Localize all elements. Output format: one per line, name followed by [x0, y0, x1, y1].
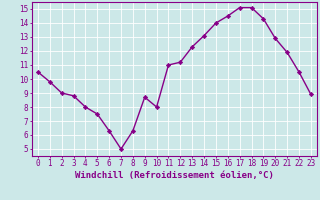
- X-axis label: Windchill (Refroidissement éolien,°C): Windchill (Refroidissement éolien,°C): [75, 171, 274, 180]
